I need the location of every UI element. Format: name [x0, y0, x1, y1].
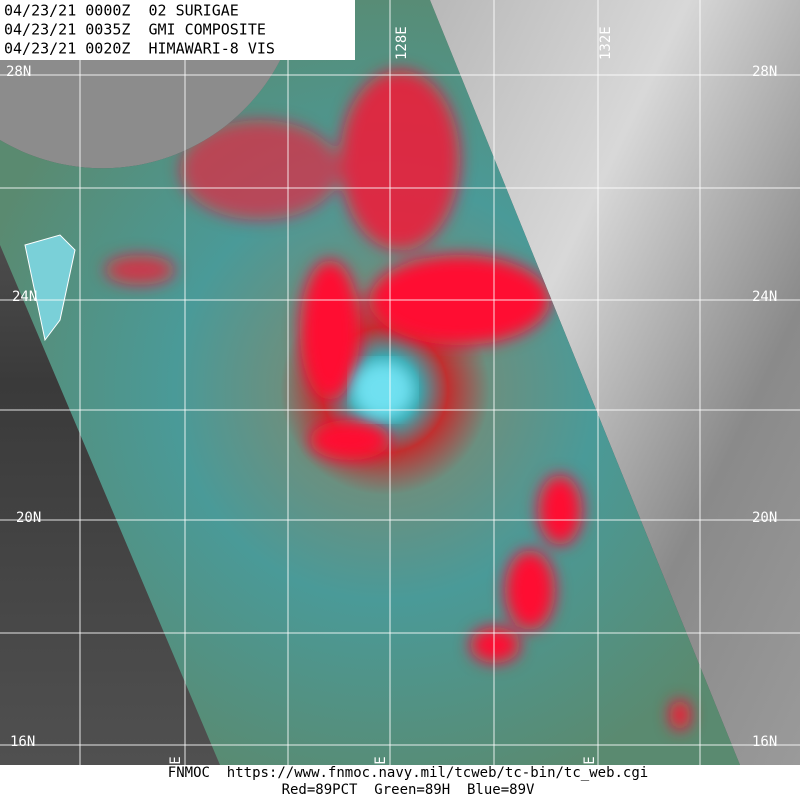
- taiwan: [24, 234, 76, 342]
- lon-label: 132E: [598, 26, 614, 60]
- header-box: [0, 0, 355, 60]
- lat-label: 20N: [752, 510, 777, 526]
- visible-east: [430, 0, 800, 765]
- footer-box: [120, 765, 700, 800]
- footer-channels: Red=89PCT Green=89H Blue=89V: [282, 782, 535, 798]
- header-line: 04/23/21 0020Z HIMAWARI-8 VIS: [4, 40, 275, 58]
- lat-label: 16N: [10, 734, 35, 750]
- header-line: 04/23/21 0000Z 02 SURIGAE: [4, 2, 239, 20]
- lat-label: 24N: [12, 289, 37, 305]
- lat-label: 24N: [752, 289, 777, 305]
- lat-label: 28N: [6, 64, 31, 80]
- header-line: 04/23/21 0035Z GMI COMPOSITE: [4, 21, 266, 39]
- footer-source: FNMOC https://www.fnmoc.navy.mil/tcweb/t…: [168, 765, 648, 781]
- lat-label: 16N: [752, 734, 777, 750]
- lon-label: 128E: [394, 26, 410, 60]
- lat-label: 20N: [16, 510, 41, 526]
- lat-lon-grid: [0, 0, 800, 765]
- lat-label: 28N: [752, 64, 777, 80]
